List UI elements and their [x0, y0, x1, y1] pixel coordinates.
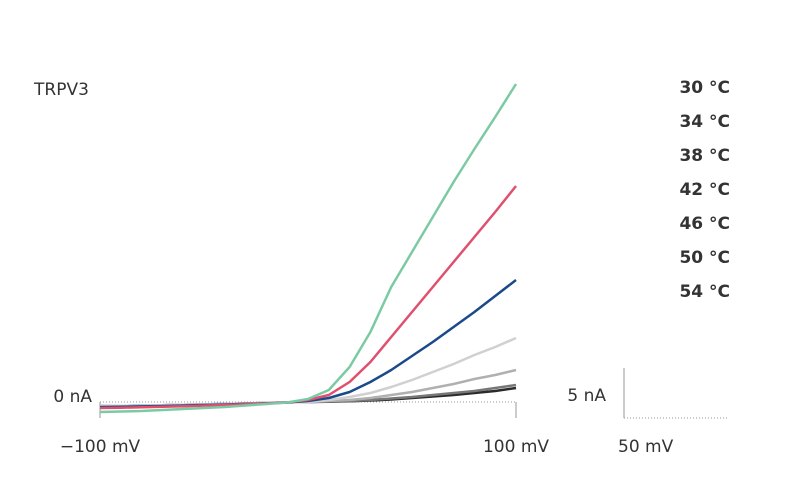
legend-entry: 34 °C: [679, 112, 730, 132]
legend-entry: 50 °C: [679, 248, 730, 268]
scale-bar-x-label: 50 mV: [618, 437, 674, 457]
x-tick-label: 100 mV: [483, 437, 549, 457]
chart-title: TRPV3: [33, 80, 89, 100]
series-line: [99, 83, 518, 414]
legend-entry: 42 °C: [679, 180, 730, 200]
legend-entry: 54 °C: [679, 282, 730, 302]
y-tick-label: 0 nA: [53, 387, 92, 407]
scale-bar-y-label: 5 nA: [567, 386, 606, 406]
series-line: [99, 185, 517, 410]
series-line: [99, 279, 517, 409]
legend-entry: 46 °C: [679, 214, 730, 234]
legend-entry: 30 °C: [679, 78, 730, 98]
series-line: [99, 386, 517, 408]
legend-entry: 38 °C: [679, 146, 730, 166]
x-tick-label: −100 mV: [60, 437, 141, 457]
